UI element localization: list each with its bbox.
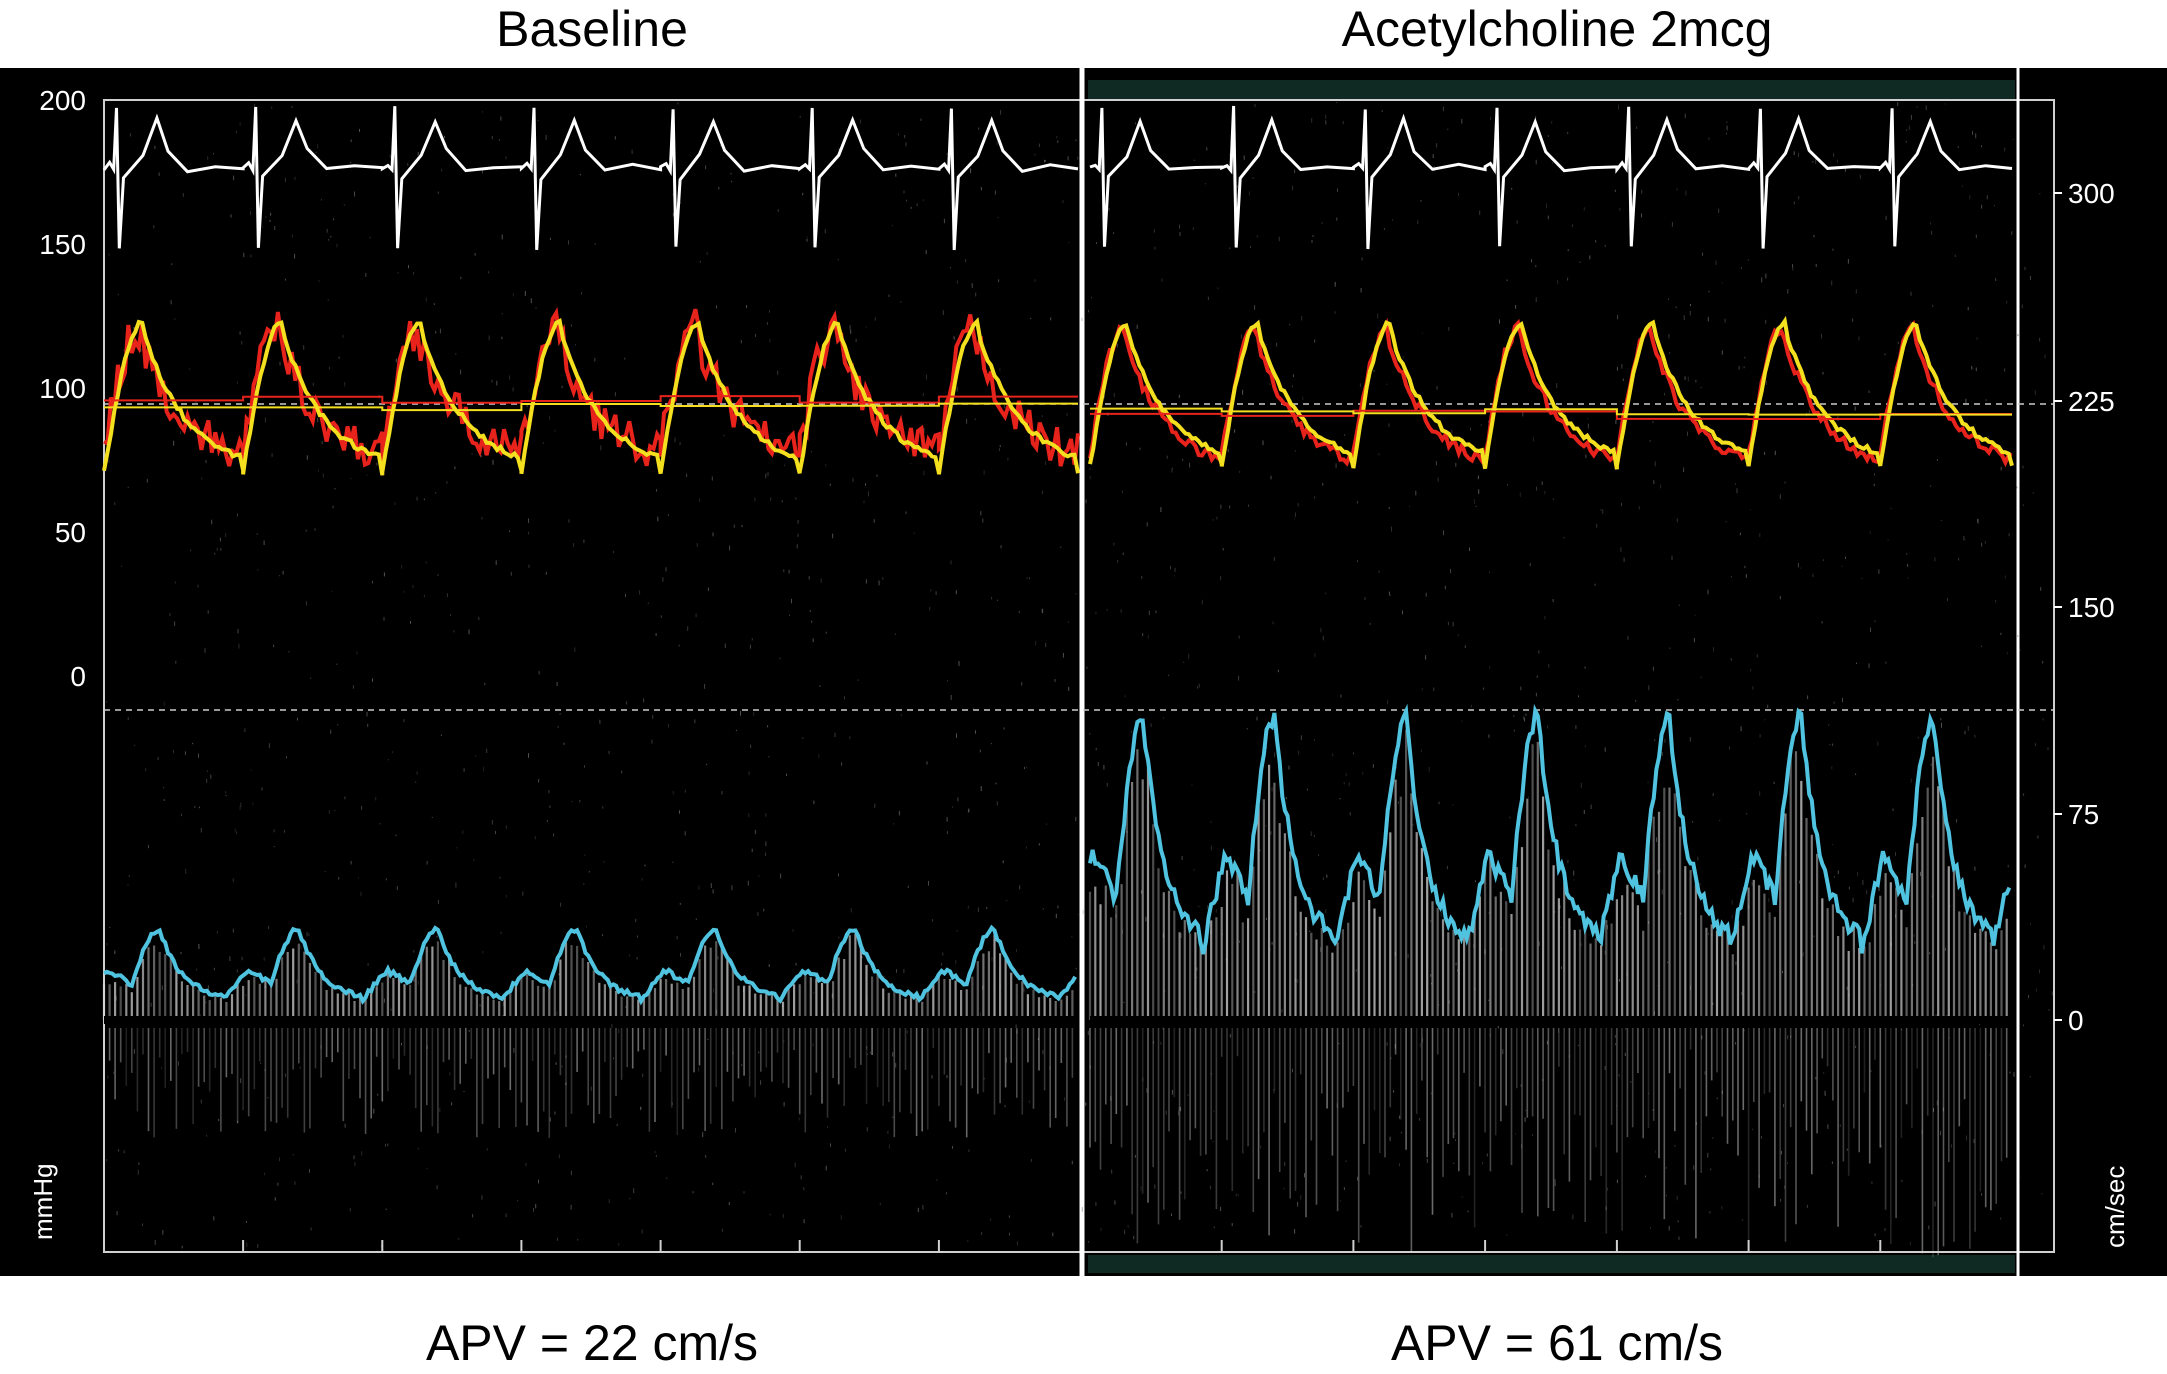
plot-frame [103,99,2055,1253]
left-tick-200: 200 [39,85,86,116]
aortic-mean-line-2 [1090,409,2012,420]
right-axis: 300 225 150 75 0 cm/sec [2054,178,2130,1248]
panel-title-baseline: Baseline [496,1,688,57]
left-tick-100: 100 [39,373,86,404]
right-tick-75: 75 [2068,799,2099,830]
left-tick-0: 0 [70,661,86,692]
velocity-zero-line-2 [1090,1016,2012,1024]
ecg-trace-1 [102,106,1079,251]
distal-mean-line-1 [104,402,1078,412]
aortic-mean-line-1 [104,395,1078,404]
aortic-pressure-trace-2 [1088,317,2013,468]
panel-title-acetylcholine: Acetylcholine 2mcg [1342,1,1773,57]
panel2-top-band [1088,80,2015,100]
distal-mean-line-2 [1090,407,2012,416]
spectral-noise [106,102,2053,1249]
traces [102,105,2014,1006]
flow-velocity-envelope-1 [103,924,1077,1006]
velocity-zero-line-1 [104,1016,1078,1024]
right-tick-225: 225 [2068,386,2115,417]
distal-pressure-trace-2 [1088,315,2014,470]
left-axis: 200 150 100 50 0 mmHg [28,85,86,1240]
time-ticks [242,1240,1882,1252]
flow-velocity-envelope-2 [1088,703,2012,955]
left-axis-unit: mmHg [28,1163,58,1240]
right-tick-300: 300 [2068,178,2115,209]
right-axis-unit: cm/sec [2100,1166,2130,1248]
ecg-trace-2 [1089,105,2013,250]
caption-acetylcholine-apv: APV = 61 cm/s [1391,1315,1723,1371]
left-tick-50: 50 [55,517,86,548]
doppler-spectral-fill [102,730,2008,1258]
left-tick-150: 150 [39,229,86,260]
velocity-zero-baseline [104,1016,2012,1024]
right-tick-150: 150 [2068,592,2115,623]
caption-baseline-apv: APV = 22 cm/s [426,1315,758,1371]
panel2-bottom-band [1088,1255,2015,1273]
right-tick-0: 0 [2068,1005,2084,1036]
